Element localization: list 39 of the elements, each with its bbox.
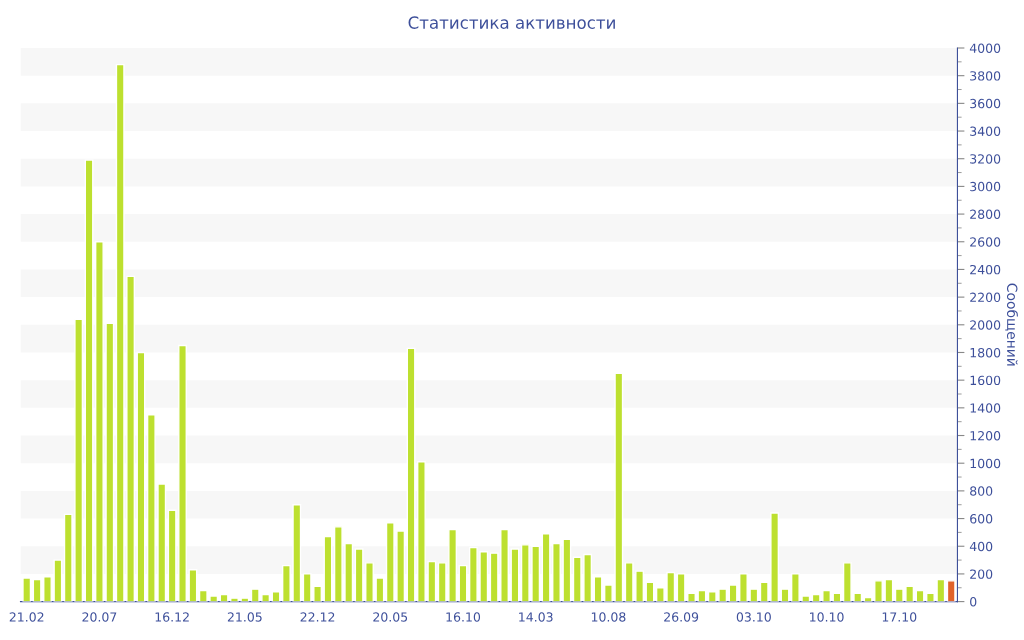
- x-tick-label: 22.12: [300, 612, 335, 622]
- y-tick-label: 1400: [970, 403, 1001, 413]
- x-tick-label: 20.07: [82, 612, 117, 622]
- y-tick-label: 0: [970, 597, 977, 607]
- x-tick-label: 16.10: [446, 612, 481, 622]
- y-tick-label: 400: [969, 541, 993, 552]
- y-tick-label: 2600: [970, 237, 1001, 247]
- y-tick-label: 2400: [970, 264, 1001, 275]
- y-tick-label: 3200: [970, 154, 1001, 164]
- y-axis-title: Сообщений: [1005, 283, 1018, 366]
- y-tick-label: 200: [970, 569, 993, 579]
- y-tick-label: 3800: [970, 71, 1001, 81]
- x-tick-label: 21.05: [227, 612, 262, 622]
- y-tick-label: 1000: [970, 458, 1001, 469]
- bar: [22, 577, 32, 602]
- x-tick-label: 03.10: [736, 612, 771, 622]
- y-tick-label: 2000: [970, 320, 1001, 330]
- y-tick-label: 1200: [970, 430, 1001, 441]
- bar: [780, 588, 790, 602]
- x-tick-label: 26.09: [664, 612, 699, 622]
- y-tick-label: 3400: [970, 126, 1001, 136]
- x-tick-label: 10.10: [810, 612, 844, 622]
- x-tick-label: 14.03: [519, 612, 553, 622]
- y-tick-label: 1800: [970, 347, 1001, 358]
- y-tick-label: 2800: [970, 209, 1001, 220]
- y-tick-label: 3000: [970, 181, 1001, 192]
- y-tick-label: 1600: [970, 375, 1001, 386]
- x-tick-label: 17.10: [882, 612, 917, 622]
- x-tick-label: 16.12: [155, 612, 189, 622]
- y-tick-label: 800: [970, 486, 993, 496]
- x-tick-label: 10.08: [591, 612, 626, 622]
- bar: [946, 580, 956, 602]
- chart-title: Статистика активности: [408, 16, 615, 29]
- x-tick-label: 21.02: [9, 612, 44, 622]
- y-tick-label: 3600: [970, 98, 1001, 109]
- y-tick-label: 4000: [969, 43, 1001, 53]
- y-tick-label: 600: [970, 514, 993, 524]
- y-tick-label: 2200: [970, 292, 1001, 303]
- x-tick-label: 20.05: [373, 612, 408, 622]
